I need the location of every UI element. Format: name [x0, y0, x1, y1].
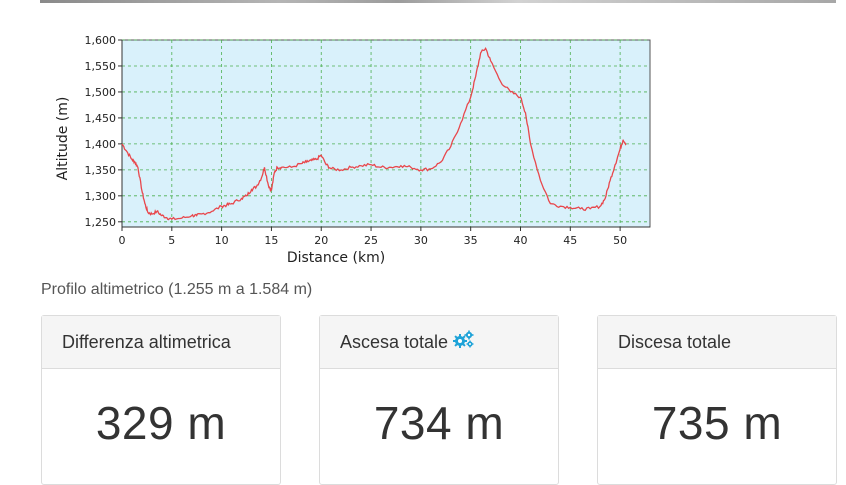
stat-card-header: Differenza altimetrica [42, 316, 280, 369]
y-tick-label: 1,500 [85, 86, 117, 99]
x-axis-label: Distance (km) [287, 250, 385, 266]
stat-value: 734 m [373, 397, 505, 449]
gears-icon[interactable] [453, 330, 475, 355]
stat-label: Discesa totale [618, 331, 732, 352]
x-tick-label: 25 [364, 234, 378, 247]
x-tick-label: 30 [414, 234, 428, 247]
x-tick-label: 10 [215, 234, 229, 247]
altitude-series-line [121, 46, 627, 221]
y-tick-label: 1,250 [85, 216, 117, 229]
stat-value: 735 m [651, 397, 783, 449]
x-tick-label: 20 [314, 234, 328, 247]
stat-card-header: Ascesa totale [320, 316, 558, 369]
y-tick-label: 1,300 [85, 190, 117, 203]
x-tick-label: 45 [563, 234, 577, 247]
x-tick-label: 15 [264, 234, 278, 247]
top-image-strip [40, 0, 836, 3]
stat-card-header: Discesa totale [598, 316, 836, 369]
y-tick-label: 1,550 [85, 60, 117, 73]
x-tick-label: 35 [464, 234, 478, 247]
stat-label: Ascesa totale [340, 331, 449, 352]
profile-caption: Profilo altimetrico (1.255 m a 1.584 m) [41, 281, 313, 298]
y-tick-label: 1,350 [85, 164, 117, 177]
stat-card-altitude-difference: Differenza altimetrica 329 m [41, 315, 281, 485]
y-axis-label: Altitude (m) [55, 97, 71, 181]
x-tick-label: 50 [613, 234, 627, 247]
stat-card-total-ascent: Ascesa totale [319, 315, 559, 485]
plot-area [121, 39, 651, 228]
y-tick-label: 1,600 [85, 34, 117, 47]
y-tick-label: 1,450 [85, 112, 117, 125]
y-tick-label: 1,400 [85, 138, 117, 151]
elevation-profile-chart: 0 5 10 15 20 25 30 35 40 45 50 1,250 1,300 1,350 1,400… [55, 34, 651, 266]
x-tick-label: 40 [513, 234, 527, 247]
stat-value: 329 m [95, 397, 227, 449]
stat-label: Differenza altimetrica [62, 331, 231, 352]
x-tick-label: 0 [119, 234, 126, 247]
stat-card-total-descent: Discesa totale 735 m [597, 315, 837, 485]
x-tick-label: 5 [168, 234, 175, 247]
